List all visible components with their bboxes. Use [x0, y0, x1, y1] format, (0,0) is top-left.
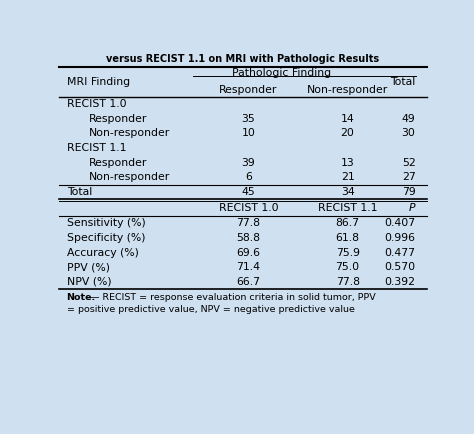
Text: 10: 10 — [241, 128, 255, 138]
Text: 49: 49 — [402, 114, 416, 124]
Text: versus RECIST 1.1 on MRI with Pathologic Results: versus RECIST 1.1 on MRI with Pathologic… — [106, 54, 380, 64]
Text: RECIST 1.0: RECIST 1.0 — [66, 99, 126, 109]
Text: 20: 20 — [341, 128, 355, 138]
Text: Responder: Responder — [89, 158, 147, 168]
Text: 21: 21 — [341, 172, 355, 182]
Text: 79: 79 — [402, 187, 416, 197]
Text: 45: 45 — [242, 187, 255, 197]
Text: = positive predictive value, NPV = negative predictive value: = positive predictive value, NPV = negat… — [66, 305, 355, 314]
Text: Responder: Responder — [219, 85, 278, 95]
Text: Non-responder: Non-responder — [89, 172, 170, 182]
Text: 66.7: 66.7 — [237, 277, 260, 287]
Text: Total: Total — [390, 77, 416, 87]
Text: 71.4: 71.4 — [237, 262, 260, 272]
Text: Non-responder: Non-responder — [307, 85, 388, 95]
Text: 6: 6 — [245, 172, 252, 182]
Text: NPV (%): NPV (%) — [66, 277, 111, 287]
Text: RECIST 1.0: RECIST 1.0 — [219, 204, 278, 214]
Text: 13: 13 — [341, 158, 355, 168]
Text: 69.6: 69.6 — [237, 247, 260, 258]
Text: 30: 30 — [401, 128, 416, 138]
Text: 75.9: 75.9 — [336, 247, 360, 258]
Text: 0.407: 0.407 — [384, 218, 416, 228]
Text: RECIST 1.1: RECIST 1.1 — [318, 204, 377, 214]
Text: Non-responder: Non-responder — [89, 128, 170, 138]
Text: 0.570: 0.570 — [384, 262, 416, 272]
Text: 61.8: 61.8 — [336, 233, 360, 243]
Text: P: P — [409, 204, 416, 214]
Text: Responder: Responder — [89, 114, 147, 124]
Text: 77.8: 77.8 — [336, 277, 360, 287]
Text: 0.392: 0.392 — [384, 277, 416, 287]
Text: 34: 34 — [341, 187, 355, 197]
Text: RECIST 1.1: RECIST 1.1 — [66, 143, 126, 153]
Text: Sensitivity (%): Sensitivity (%) — [66, 218, 146, 228]
Text: 86.7: 86.7 — [336, 218, 360, 228]
Text: 77.8: 77.8 — [237, 218, 260, 228]
Text: 39: 39 — [242, 158, 255, 168]
Text: 14: 14 — [341, 114, 355, 124]
Text: 0.477: 0.477 — [384, 247, 416, 258]
Text: 75.0: 75.0 — [336, 262, 360, 272]
Text: Accuracy (%): Accuracy (%) — [66, 247, 138, 258]
Text: 27: 27 — [402, 172, 416, 182]
Text: Specificity (%): Specificity (%) — [66, 233, 145, 243]
Text: 58.8: 58.8 — [237, 233, 260, 243]
Text: 52: 52 — [402, 158, 416, 168]
Text: Total: Total — [66, 187, 92, 197]
Text: Pathologic Finding: Pathologic Finding — [232, 68, 331, 78]
Text: Note.: Note. — [66, 293, 96, 302]
Text: 0.996: 0.996 — [384, 233, 416, 243]
Text: MRI Finding: MRI Finding — [66, 77, 130, 87]
Text: — RECIST = response evaluation criteria in solid tumor, PPV: — RECIST = response evaluation criteria … — [91, 293, 376, 302]
Text: PPV (%): PPV (%) — [66, 262, 109, 272]
Text: 35: 35 — [242, 114, 255, 124]
